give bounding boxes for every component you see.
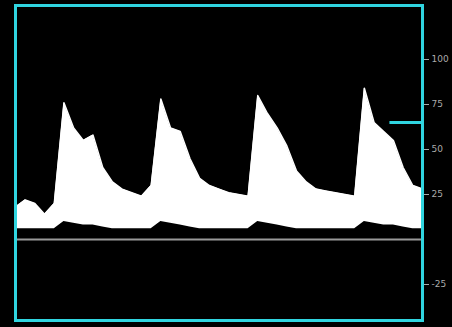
svg-text:25: 25 bbox=[432, 189, 443, 199]
svg-text:75: 75 bbox=[432, 99, 443, 109]
svg-text:-25: -25 bbox=[432, 279, 447, 289]
svg-text:100: 100 bbox=[432, 54, 449, 64]
svg-text:50: 50 bbox=[432, 144, 444, 154]
